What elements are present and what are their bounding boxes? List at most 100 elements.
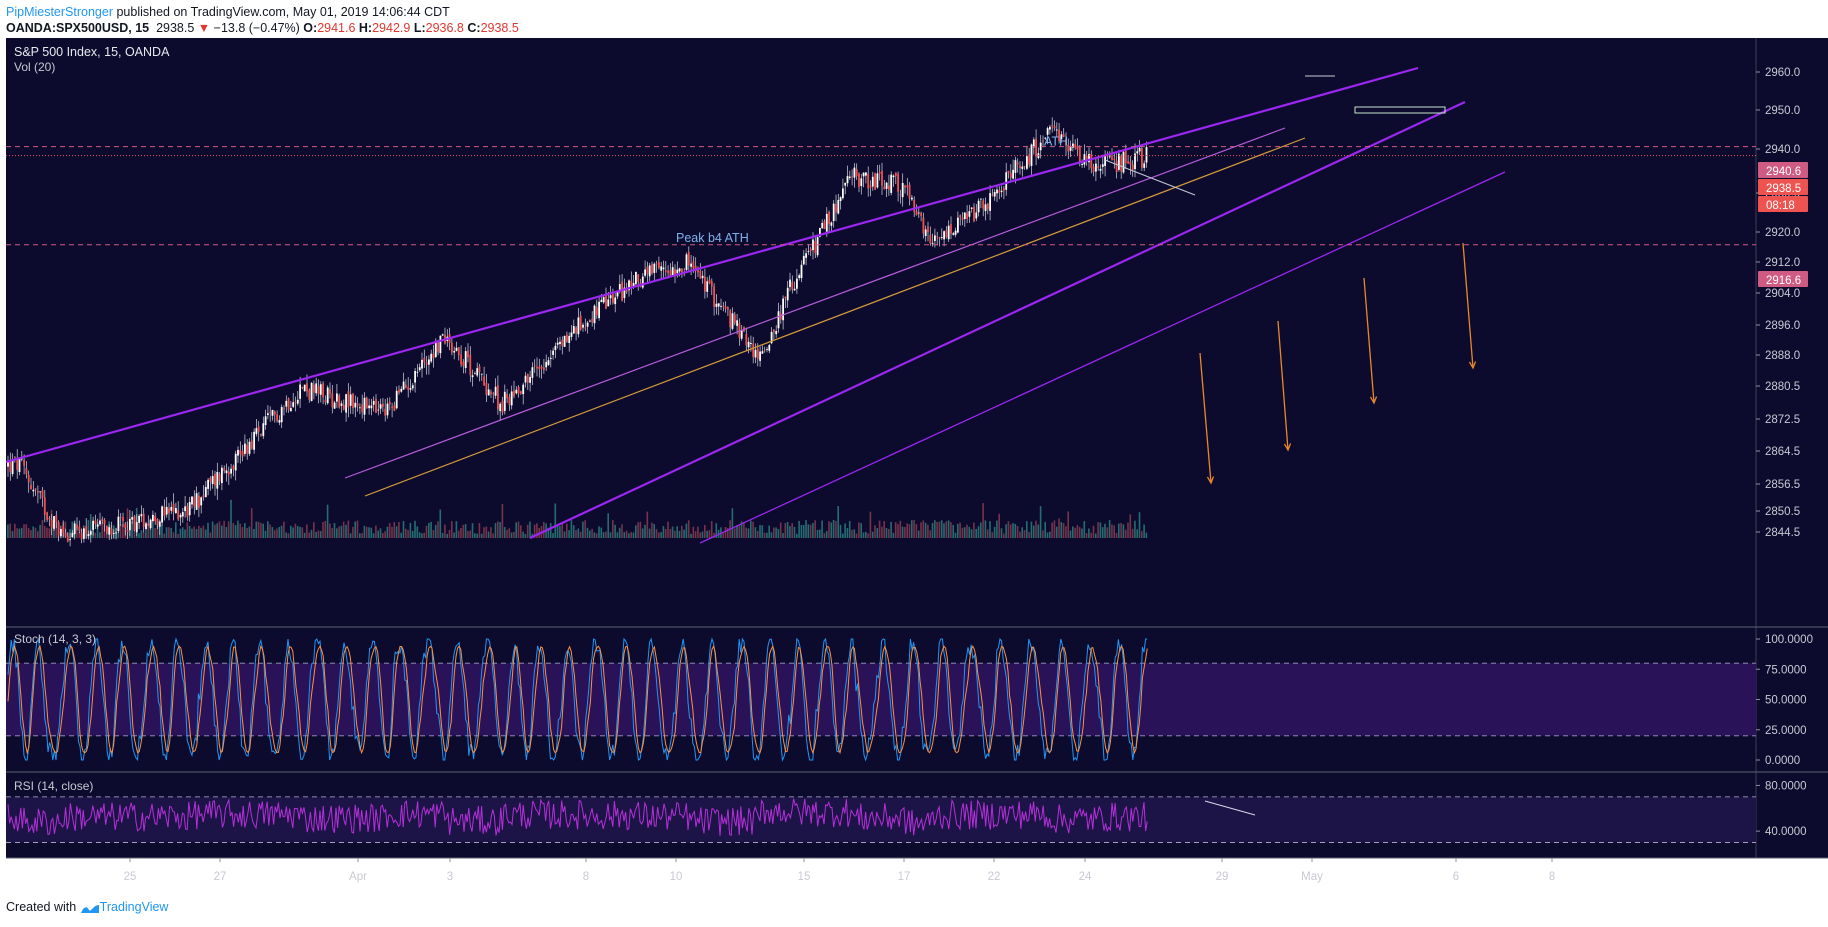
volume-bar [441,533,444,538]
candle [96,518,99,530]
volume-bar [897,524,899,538]
rsi-pane[interactable] [6,796,1756,843]
volume-bar [418,532,421,538]
candle [462,359,465,374]
volume-bar [570,520,573,538]
price-axis[interactable]: 2844.5 2850.5 2856.5 2864.5 2872.5 2880.5 2888… [1756,67,1800,539]
candle [669,263,672,277]
down-arrow-icon[interactable] [1199,352,1215,485]
open-label: O: [303,21,318,35]
volume-bar [287,533,290,538]
candle [204,481,207,498]
trend-break-line[interactable] [1104,159,1196,196]
volume-bar [522,531,524,538]
stoch-tick-label: 0.0000 [1765,755,1800,767]
tradingview-link[interactable]: TradingView [99,900,169,914]
candle [1122,149,1125,174]
ath-annotation: ATH [1044,135,1068,149]
volume-bar [30,529,32,538]
candle [775,325,778,338]
y-tick-label: 2856.5 [1765,479,1800,491]
price-tags: 2940.6 2938.5 08:18 2916.6 [1758,162,1808,287]
projected-channel-line[interactable] [699,171,1506,544]
candle [264,409,267,430]
candle [451,337,453,356]
candle [16,449,19,479]
volume-bar [782,532,784,538]
volume-bar [253,528,255,538]
svg-text:08:18: 08:18 [1766,200,1795,212]
candle [395,386,398,410]
candle [968,204,971,223]
volume-bar [876,528,879,538]
volume-bar [168,527,170,538]
candle [708,275,711,285]
volume-bar [276,528,278,538]
volume-bar [598,526,600,538]
volume-bar [313,522,315,538]
candle [963,212,966,227]
y-tick-label: 2864.5 [1765,446,1800,458]
volume-bar [342,521,345,538]
candle [952,231,955,236]
volume-bar [446,533,448,538]
candle [165,497,168,518]
candle [471,369,474,387]
rsi-tick-label: 40.0000 [1765,826,1807,838]
volume-bar [87,520,90,538]
time-axis[interactable]: 25 27 Apr 3 8 10 15 17 22 24 29 May 6 8 [124,858,1556,883]
candle [296,391,299,406]
volume-bar [660,532,662,538]
volume-bar [96,522,99,538]
stoch-pane[interactable] [6,637,1756,762]
candle [727,306,729,317]
down-arrow-icon[interactable] [1277,320,1292,452]
range-box[interactable] [1354,106,1446,114]
volume-bar [731,508,734,538]
volume-bar [1076,525,1079,538]
candle [940,228,943,240]
candle [906,177,909,196]
candle [779,304,782,324]
volume-bar [639,521,642,538]
mid-channel-line[interactable] [344,127,1286,479]
candle [706,276,709,298]
y-tick-label: 2960.0 [1765,67,1800,79]
volume-bar [938,521,941,538]
candle [1072,134,1074,152]
upper-channel-line[interactable] [6,66,1419,464]
candle [1141,145,1143,171]
volume-bar [230,499,232,538]
volume-bar [1026,521,1028,538]
candle [586,321,589,334]
volume-bar [354,521,356,538]
down-arrow-icon[interactable] [1363,277,1378,405]
volume-bar [1131,528,1134,538]
candle [897,171,899,202]
candle [950,216,952,240]
lower-channel-line[interactable] [529,101,1466,539]
candle [998,186,1001,200]
down-arrow-icon[interactable] [1462,242,1477,370]
volume-bar [904,527,906,538]
candle [253,428,255,454]
volume-bar [393,522,396,538]
candle [393,401,396,412]
volume-bar [966,524,968,538]
volume-bar [533,524,536,538]
volume-bar [370,527,373,538]
rsi-divergence-line[interactable] [1204,800,1256,816]
x-tick-label: May [1301,871,1323,883]
volume-bar [766,532,768,538]
x-tick-label: 8 [1549,871,1555,883]
volume-bar [793,526,796,538]
author-link[interactable]: PipMiesterStronger [6,5,113,19]
volume-bar [37,531,39,538]
candle [745,327,748,352]
drawings[interactable] [6,66,1756,544]
volume-bar [924,522,927,538]
svg-text:2938.5: 2938.5 [1766,183,1801,195]
candle [248,438,251,457]
volume-bar [384,531,386,538]
